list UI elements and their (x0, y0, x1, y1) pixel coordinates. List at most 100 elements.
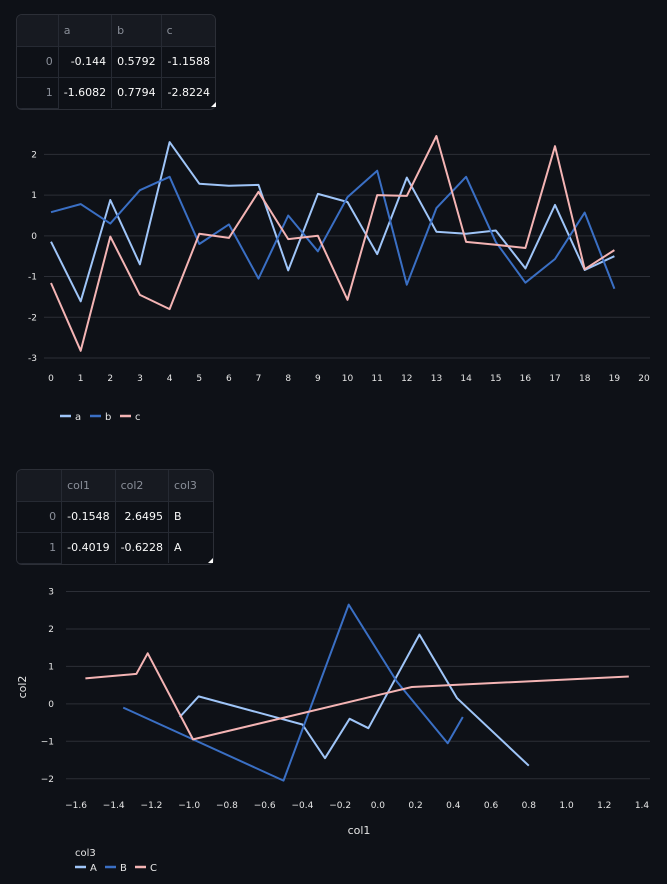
x-tick-label: 0.4 (446, 801, 461, 811)
table-cell[interactable]: -1.1588 (161, 46, 215, 78)
x-tick-label: 18 (579, 374, 591, 384)
table-cell[interactable]: -0.1548 (61, 501, 116, 533)
column-header-col3[interactable]: col3 (168, 470, 213, 502)
index-header[interactable] (17, 15, 59, 47)
x-tick-label: 20 (638, 374, 650, 384)
x-tick-label: 14 (460, 374, 472, 384)
table-cell[interactable]: -0.144 (58, 46, 113, 78)
column-header-c[interactable]: c (161, 15, 215, 47)
x-tick-label: 5 (196, 374, 202, 384)
x-tick-label: −0.2 (329, 801, 351, 811)
x-tick-label: 17 (549, 374, 560, 384)
x-tick-label: 1.2 (597, 801, 611, 811)
y-tick-label: -1 (28, 273, 37, 283)
y-tick-label: −2 (41, 775, 54, 785)
row-index: 1 (17, 77, 59, 109)
column-header-col1[interactable]: col1 (61, 470, 116, 502)
x-tick-label: 2 (107, 374, 113, 384)
table-cell[interactable]: 0.7794 (111, 77, 162, 108)
series-line-a (50, 141, 615, 303)
x-tick-label: 0.6 (484, 801, 499, 811)
table-cell[interactable]: A (174, 541, 182, 555)
x-tick-label: 8 (285, 374, 291, 384)
x-tick-label: 0.2 (408, 801, 422, 811)
x-tick-label: 1.0 (559, 801, 574, 811)
y-tick-label: 2 (48, 625, 54, 635)
legend-title: col3 (75, 848, 96, 859)
y-tick-label: 0 (48, 700, 54, 710)
legend-label-c: c (135, 412, 141, 423)
x-tick-label: −0.6 (254, 801, 276, 811)
y-tick-label: 1 (31, 191, 37, 201)
x-tick-label: −0.4 (291, 801, 313, 811)
column-header-b[interactable]: b (111, 15, 162, 47)
series-line-c (50, 135, 615, 352)
table-header-row: col1 col2 col3 (17, 470, 213, 502)
legend-label-B: B (120, 863, 127, 874)
x-tick-label: 1.4 (635, 801, 650, 811)
table-cell[interactable]: 0.5792 (111, 46, 162, 78)
x-tick-label: 0.0 (371, 801, 386, 811)
table-cell[interactable]: 2.6495 (115, 501, 170, 533)
x-tick-label: −1.4 (103, 801, 125, 811)
x-tick-label: 0.8 (522, 801, 537, 811)
column-header-col2[interactable]: col2 (115, 470, 170, 502)
dataframe-2-table: col1 col2 col3 0 -0.1548 2.6495 B 1 -0.4… (17, 470, 213, 564)
row-index: 1 (17, 532, 63, 564)
row-index: 0 (17, 46, 59, 78)
y-tick-label: -3 (28, 354, 37, 364)
y-tick-label: 3 (48, 587, 54, 597)
dataframe-1-resize-handle[interactable] (211, 102, 216, 107)
dataframe-2-resize-handle[interactable] (208, 558, 213, 563)
dataframe-2[interactable]: col1 col2 col3 0 -0.1548 2.6495 B 1 -0.4… (16, 469, 214, 565)
x-tick-label: −1.0 (178, 801, 200, 811)
legend-label-C: C (150, 863, 157, 874)
y-tick-label: 0 (31, 232, 37, 242)
x-tick-label: 1 (78, 374, 84, 384)
series-line-C (85, 652, 629, 741)
x-axis-label: col1 (348, 824, 371, 837)
table-row: 1 -1.6082 0.7794 -2.8224 (17, 77, 215, 109)
column-header-a[interactable]: a (58, 15, 113, 47)
line-chart-2: 3 2 1 0 −1 −2 −1.6 −1.4 −1.2 −1.0 −0.8 −0.6 −0.4 −0.2… (16, 587, 650, 874)
table-cell[interactable]: -0.4019 (61, 532, 116, 563)
table-cell[interactable]: B (168, 501, 213, 533)
y-tick-label: −1 (41, 737, 54, 747)
x-tick-label: 4 (167, 374, 173, 384)
x-tick-label: 10 (342, 374, 354, 384)
x-tick-label: 6 (226, 374, 232, 384)
x-tick-label: 12 (401, 374, 412, 384)
row-index: 0 (17, 501, 63, 533)
index-header[interactable] (17, 470, 63, 502)
x-tick-label: 11 (371, 374, 382, 384)
series-line-B (122, 603, 464, 782)
legend-label-a: a (75, 412, 81, 423)
y-tick-label: 1 (48, 662, 54, 672)
table-cell[interactable]: -2.8224 (167, 86, 210, 100)
legend-label-A: A (90, 863, 97, 874)
dataframe-1[interactable]: a b c 0 -0.144 0.5792 -1.1588 1 -1.6082 … (16, 14, 216, 110)
series-line-b (50, 169, 616, 290)
x-tick-label: 13 (431, 374, 442, 384)
x-tick-label: −1.6 (65, 801, 87, 811)
legend-label-b: b (105, 412, 111, 423)
y-tick-label: 2 (31, 150, 37, 160)
x-tick-label: 0 (48, 374, 54, 384)
dataframe-1-table: a b c 0 -0.144 0.5792 -1.1588 1 -1.6082 … (17, 15, 215, 109)
x-tick-label: −1.2 (141, 801, 163, 811)
x-tick-label: 9 (315, 374, 321, 384)
table-row: 0 -0.144 0.5792 -1.1588 (17, 46, 215, 78)
line-chart-1: 210-1-2-30 1 2 3 4 5 6 7 8 9 10 11 12 13 14 15 16 17 18 19 2… (28, 135, 650, 423)
series-line-A (179, 633, 530, 767)
y-axis-label: col2 (16, 676, 29, 699)
x-tick-label: 19 (609, 374, 621, 384)
x-tick-label: 7 (256, 374, 262, 384)
x-tick-label: 3 (137, 374, 143, 384)
x-tick-label: 16 (520, 374, 532, 384)
table-cell[interactable]: -0.6228 (115, 532, 170, 563)
x-tick-label: 15 (490, 374, 501, 384)
y-tick-label: -2 (28, 313, 37, 323)
table-cell[interactable]: -1.6082 (58, 77, 113, 108)
x-tick-label: −0.8 (216, 801, 238, 811)
table-header-row: a b c (17, 15, 215, 47)
